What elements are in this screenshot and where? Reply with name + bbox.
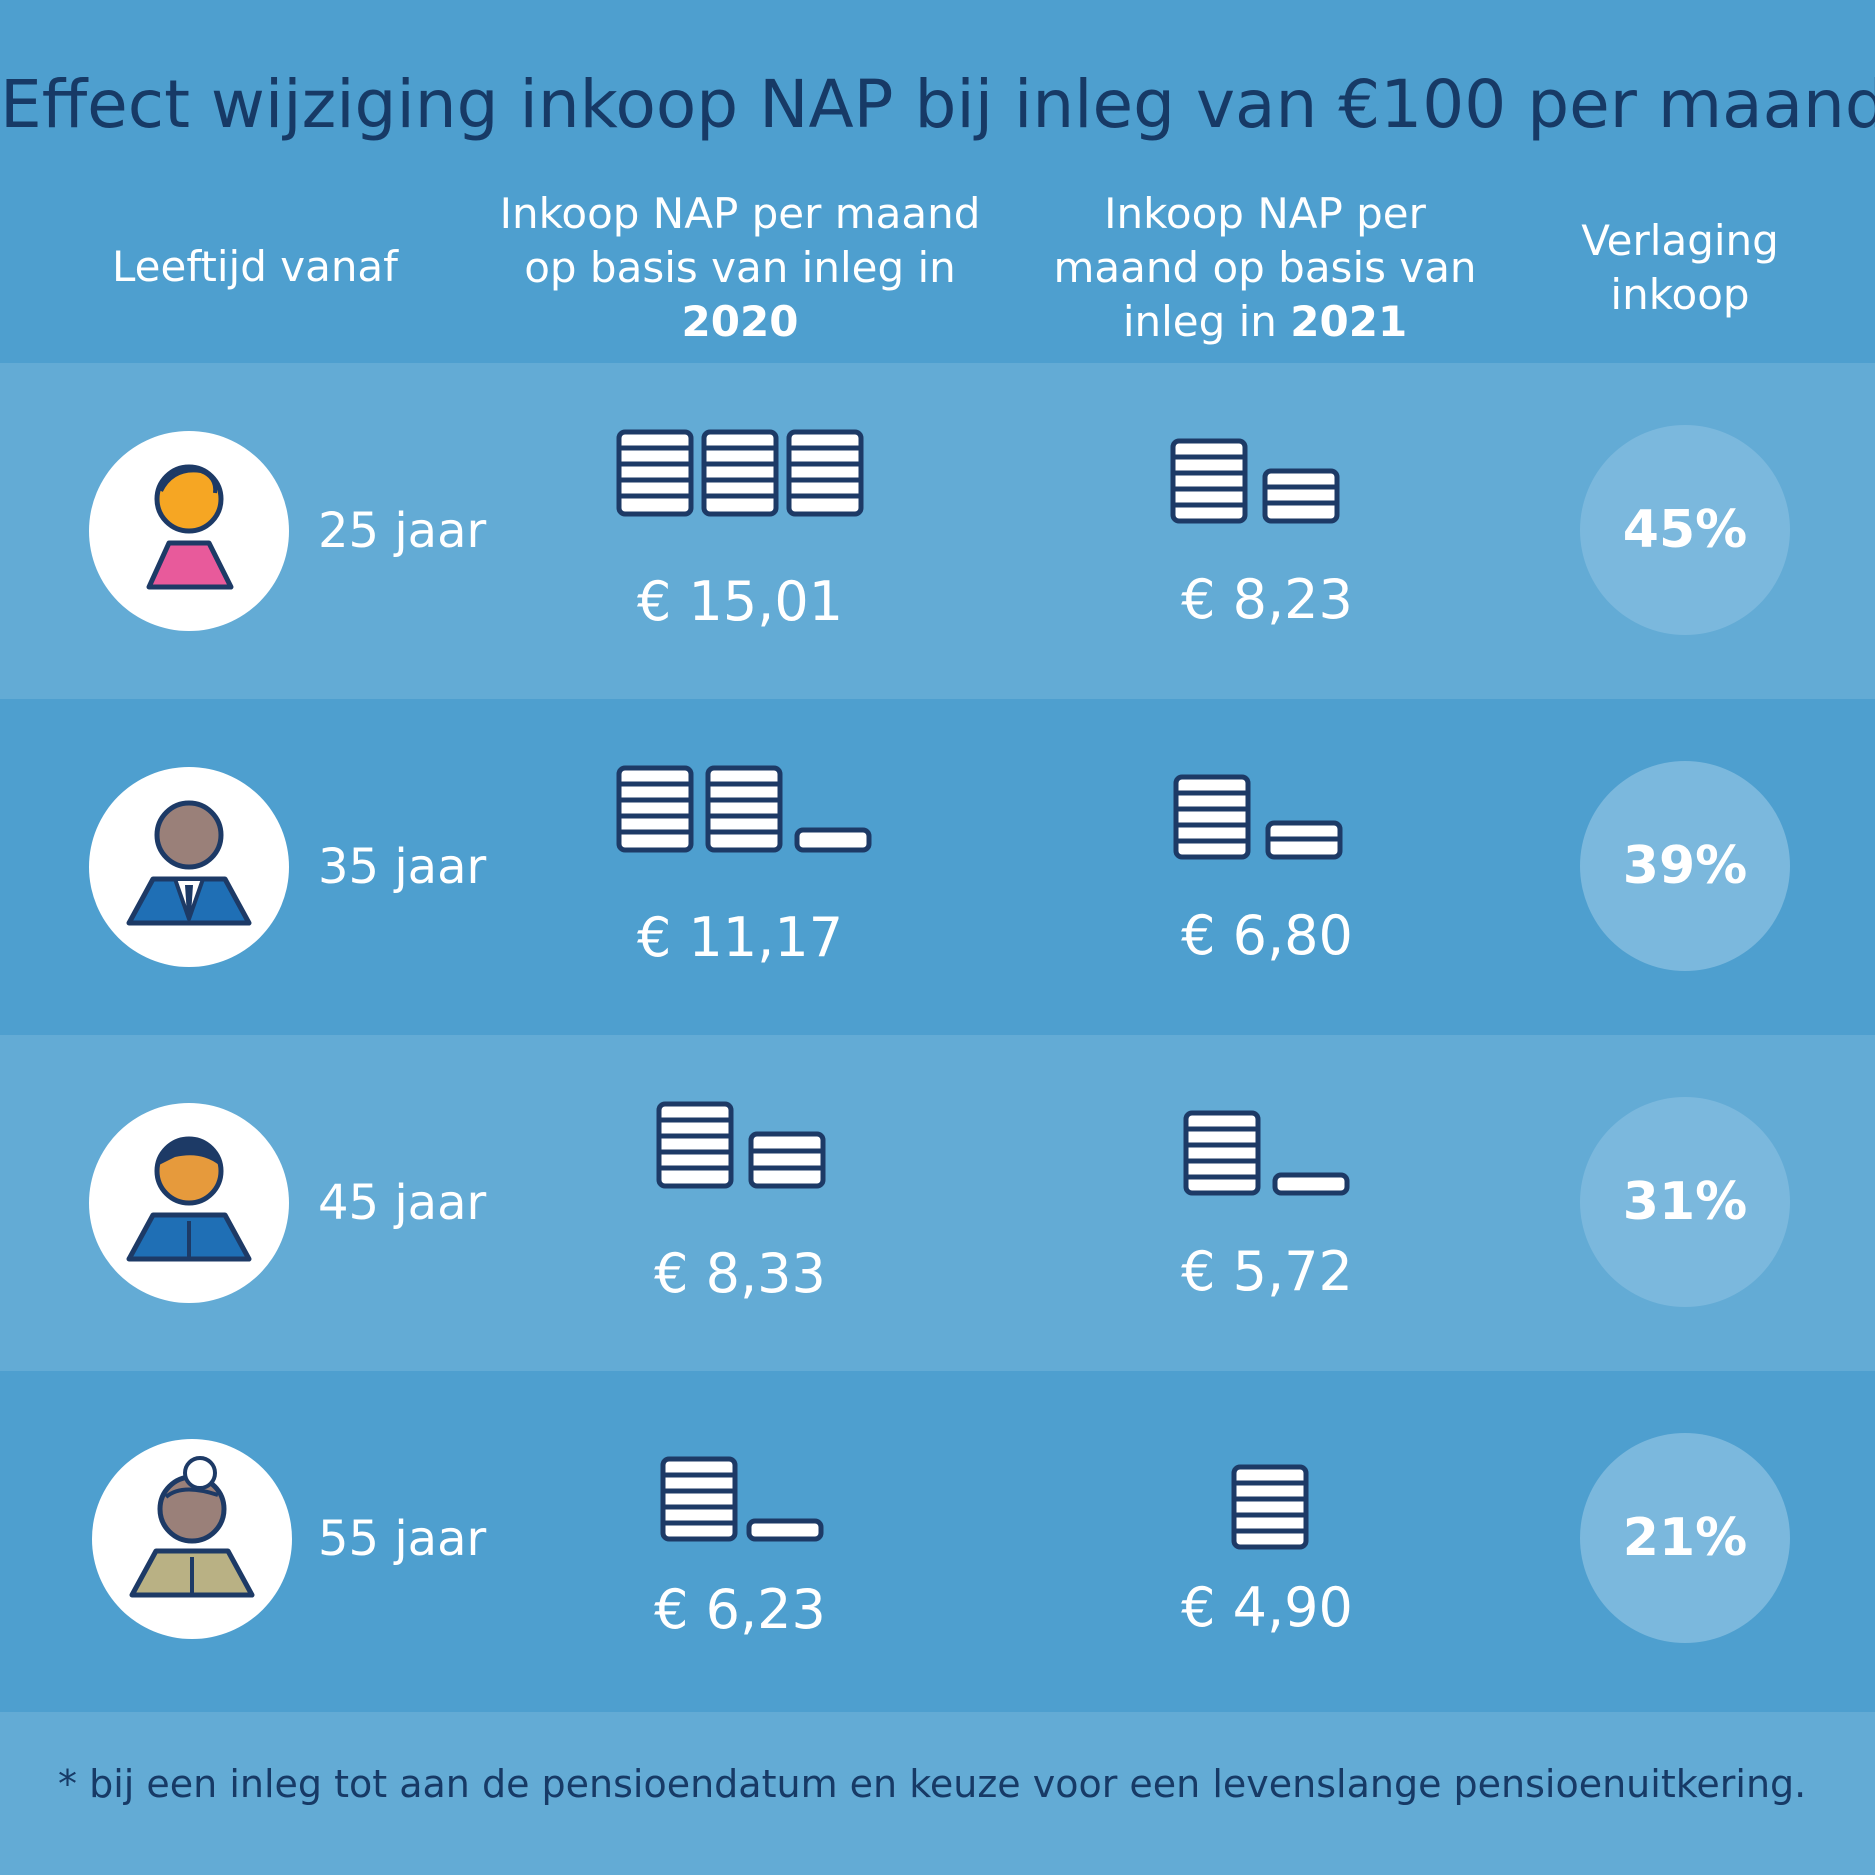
amount-2020: € 15,01 — [636, 570, 844, 633]
age-label: 45 jaar — [318, 1175, 487, 1231]
coins-2021-icon — [1173, 774, 1353, 864]
amount-2021: € 4,90 — [1181, 1576, 1353, 1639]
amount-2020: € 6,23 — [654, 1578, 826, 1641]
footer: * bij een inleg tot aan de pensioendatum… — [0, 1712, 1875, 1875]
reduction-badge: 45% — [1580, 425, 1790, 635]
page-title: Effect wijziging inkoop NAP bij inleg va… — [0, 66, 1875, 143]
amount-2021: € 5,72 — [1181, 1240, 1353, 1303]
header-2021: Inkoop NAP per maand op basis van inleg … — [1053, 189, 1477, 346]
header-reduction: Verlaging inkoop — [1581, 216, 1779, 319]
coins-2021-icon — [1170, 438, 1350, 528]
header-2020: Inkoop NAP per maand op basis van inleg … — [499, 189, 981, 346]
coins-2021-icon — [1183, 1110, 1363, 1200]
coins-2020-icon — [616, 429, 876, 519]
amount-2020: € 11,17 — [636, 906, 844, 969]
coins-2020-icon — [616, 765, 876, 855]
amount-2020: € 8,33 — [654, 1242, 826, 1305]
age-label: 35 jaar — [318, 839, 487, 895]
avatar-young-woman-icon — [89, 431, 289, 631]
amount-2021: € 6,80 — [1181, 904, 1353, 967]
coins-2020-icon — [656, 1101, 836, 1191]
row-35: 35 jaar € 11,17 € 6,80 39 — [0, 699, 1875, 1035]
coins-2020-icon — [660, 1456, 840, 1546]
row-55: 55 jaar € 6,23 € 4,90 21% — [0, 1371, 1875, 1707]
amount-2021: € 8,23 — [1181, 568, 1353, 631]
coins-2021-icon — [1231, 1464, 1311, 1554]
avatar-older-woman-icon — [92, 1439, 292, 1639]
avatar-man-suit-icon — [89, 767, 289, 967]
reduction-badge: 21% — [1580, 1433, 1790, 1643]
avatar-man-cardigan-icon — [89, 1103, 289, 1303]
age-label: 25 jaar — [318, 503, 487, 559]
reduction-badge: 39% — [1580, 761, 1790, 971]
age-label: 55 jaar — [318, 1511, 487, 1567]
footnote: * bij een inleg tot aan de pensioendatum… — [58, 1762, 1807, 1806]
header-age: Leeftijd vanaf — [112, 242, 398, 291]
reduction-badge: 31% — [1580, 1097, 1790, 1307]
row-45: 45 jaar € 8,33 € 5,72 31% — [0, 1035, 1875, 1371]
row-25: 25 jaar € 15,01 € — [0, 363, 1875, 699]
